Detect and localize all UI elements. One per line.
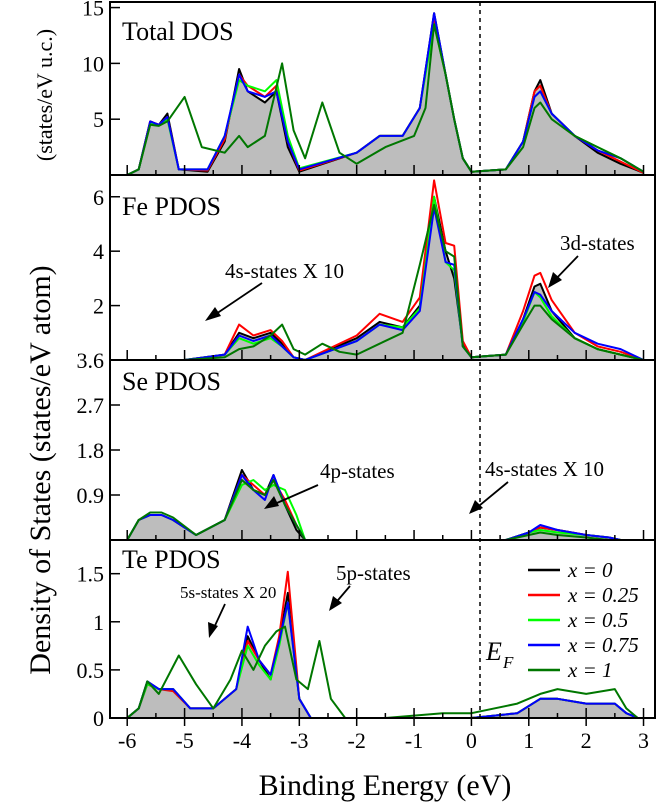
panel-se-pdos-plot — [126, 469, 621, 540]
x-axis-tick-label: -1 — [405, 728, 423, 753]
panel-total-dos-ytick-label-0: 5 — [93, 107, 104, 132]
panel-fe-pdos-filled-area — [127, 196, 644, 360]
legend: x = 0 x = 0.25 x = 0.5 x = 0.75 x = 1 — [528, 558, 639, 682]
annotation-fe-3d: 3d-states — [560, 231, 635, 255]
panel-se-pdos-series-4-line — [126, 479, 621, 540]
panel-total-dos-series-3-line — [126, 12, 645, 175]
panel-te-pdos-series-4-line — [126, 625, 639, 718]
x-axis-tick-label: -4 — [233, 728, 251, 753]
panel-title-fe-pdos: Fe PDOS — [122, 192, 221, 221]
panel-te-pdos-frame — [109, 539, 656, 719]
panel-fe-pdos-ytick-label-1: 4 — [93, 239, 104, 264]
annotation-se-4p: 4p-states — [320, 459, 395, 483]
panel-te-pdos-series-3-line — [126, 601, 639, 718]
x-axis-tick-label: 3 — [638, 728, 649, 753]
fermi-label: E — [485, 637, 502, 666]
y-axis-title: Density of States (states/eV atom) — [24, 265, 57, 674]
x-axis-title: Binding Energy (eV) — [259, 769, 512, 802]
annotation-arrow-fe-4s — [209, 282, 263, 319]
annotation-arrowhead-fe-4s — [205, 307, 221, 321]
legend-label-4: x = 1 — [567, 658, 613, 682]
legend-label-3: x = 0.75 — [567, 633, 639, 657]
legend-label-2: x = 0.5 — [567, 608, 628, 632]
panel-se-pdos-ytick-label-2: 2.7 — [77, 393, 105, 418]
panel-te-pdos-ytick-label-3: 1.5 — [77, 562, 105, 587]
x-axis-tick-label: -2 — [348, 728, 366, 753]
annotation-arrowhead-se-4p — [264, 496, 279, 509]
panel-te-pdos-ytick-label-2: 1 — [93, 610, 104, 635]
panel-fe-pdos-series-3-line — [127, 206, 644, 360]
panel-se-pdos-series-3-line — [126, 474, 621, 540]
annotation-se-4s: 4s-states X 10 — [485, 457, 604, 481]
x-axis-tick-label: 2 — [581, 728, 592, 753]
panel-total-dos-ytick-label-1: 10 — [82, 51, 104, 76]
annotation-te-5p: 5p-states — [336, 561, 411, 585]
panel-se-pdos-ytick-label-1: 1.8 — [77, 438, 105, 463]
panel-fe-pdos-ytick-label-2: 6 — [93, 185, 104, 210]
annotation-arrowhead-te-5s — [208, 622, 218, 638]
panel-ylabel-total-dos: (states/eV u.c.) — [32, 29, 57, 161]
panel-fe-pdos-series-4-line — [127, 203, 644, 360]
panel-total-dos-ytick-label-2: 15 — [82, 0, 104, 21]
x-axis-tick-label: 1 — [523, 728, 534, 753]
annotation-te-5s: 5s-states X 20 — [180, 583, 276, 602]
x-axis-tick-label: -3 — [290, 728, 308, 753]
legend-label-0: x = 0 — [567, 558, 613, 582]
panel-te-pdos-plot — [126, 570, 639, 718]
panel-te-pdos-ytick-label-0: 0 — [93, 706, 104, 731]
panel-se-pdos-ytick-label-0: 0.9 — [77, 483, 105, 508]
panel-total-dos-filled-area — [127, 13, 644, 175]
panel-se-pdos-ytick-label-3: 3.6 — [77, 348, 105, 373]
x-axis-tick-label: -5 — [175, 728, 193, 753]
panel-fe-pdos-plot — [127, 179, 644, 360]
x-axis-tick-label: 0 — [466, 728, 477, 753]
panel-title-se-pdos: Se PDOS — [122, 367, 221, 396]
annotation-arrowhead-se-4s — [469, 500, 483, 514]
annotation-fe-4s: 4s-states X 10 — [225, 259, 344, 283]
annotation-arrowhead-te-5p — [329, 596, 342, 611]
panel-te-pdos-ytick-label-1: 0.5 — [77, 658, 105, 683]
panel-te-pdos-filled-area — [127, 592, 638, 718]
annotation-arrow-se-4p — [269, 484, 319, 507]
panel-total-dos-series-4-line — [126, 23, 645, 175]
legend-label-1: x = 0.25 — [567, 583, 639, 607]
annotations: 4s-states X 10 3d-states 4p-states 4s-st… — [180, 231, 635, 638]
panel-fe-pdos-ytick-label-0: 2 — [93, 294, 104, 319]
x-axis-tick-label: -6 — [118, 728, 136, 753]
panel-total-dos-plot — [126, 12, 645, 175]
panel-se-pdos-series-2-line — [126, 479, 621, 540]
fermi-label-subscript: F — [502, 653, 514, 672]
panel-title-te-pdos: Te PDOS — [122, 545, 221, 574]
annotation-arrowhead-fe-3d — [548, 272, 562, 288]
panel-title-total-dos: Total DOS — [122, 17, 234, 46]
